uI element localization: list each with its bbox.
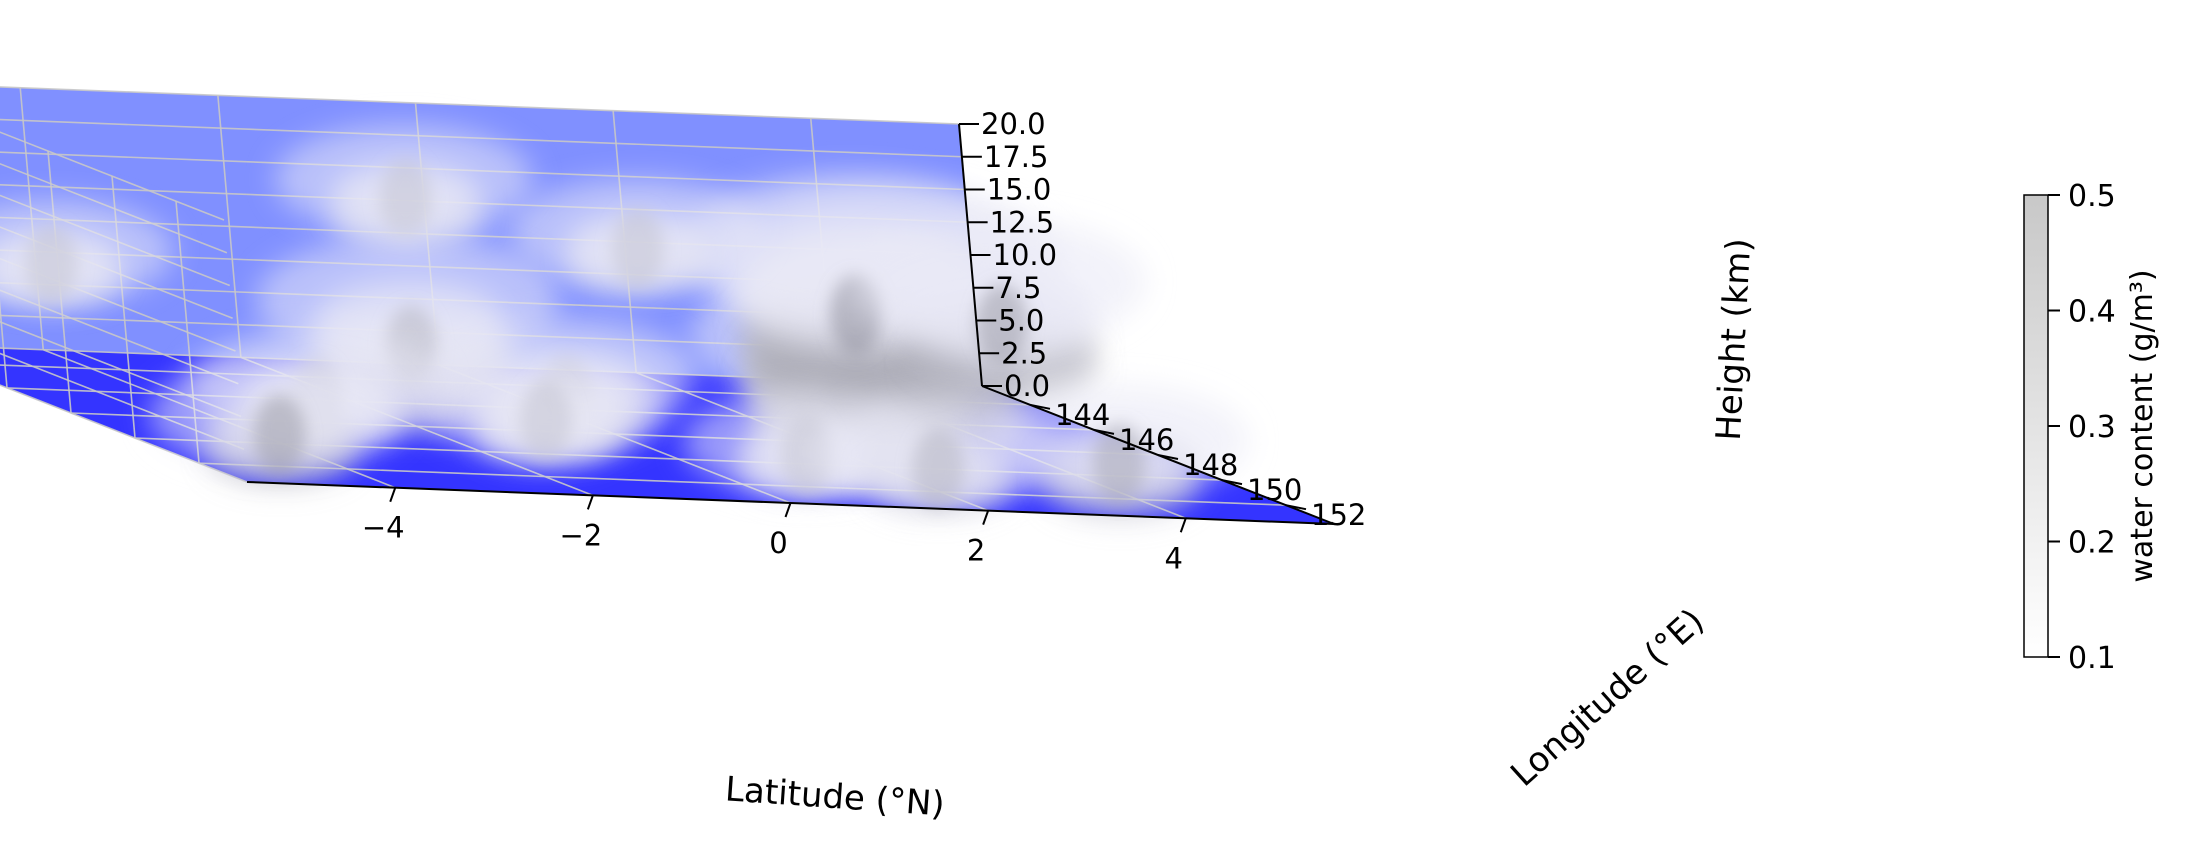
x-tick (983, 511, 988, 525)
cloud-core (520, 380, 572, 460)
x-tick-label: 0 (769, 526, 787, 560)
colorbar-ticks: 0.1 0.2 0.3 0.4 0.5 (2048, 179, 2116, 676)
x-axis-label: Latitude (°N) (724, 769, 946, 824)
cloud-core (912, 429, 964, 509)
cloud-core (612, 208, 664, 288)
colorbar-tick-label: 0.3 (2068, 410, 2116, 445)
z-tick-label: 15.0 (987, 173, 1052, 207)
colorbar-label: water content (g/m³) (2125, 269, 2160, 582)
z-tick-label: 2.5 (1001, 336, 1047, 370)
x-tick-label: −4 (362, 511, 405, 545)
z-tick-label: 12.5 (990, 205, 1055, 239)
z-tick-label: 20.0 (981, 107, 1046, 141)
x-tick (588, 495, 593, 509)
x-tick (1181, 518, 1186, 532)
cloud-core (380, 159, 432, 239)
colorbar-tick-label: 0.4 (2068, 295, 2116, 330)
x-tick-label: 2 (967, 534, 985, 568)
colorbar-gradient (2024, 195, 2048, 657)
cloud-core (25, 224, 77, 304)
colorbar-tick-label: 0.2 (2068, 526, 2116, 561)
z-tick-label: 7.5 (995, 271, 1041, 305)
x-tick (390, 488, 395, 502)
z-tick-label: 5.0 (998, 304, 1044, 338)
axes-3d: −4 −2 0 2 4 144 146 148 150 152 0.02.55.07.510.012… (0, 82, 1759, 825)
y-tick-label: 146 (1119, 423, 1174, 457)
colorbar-tick-label: 0.1 (2068, 641, 2116, 676)
z-tick-label: 17.5 (984, 140, 1049, 174)
colorbar: 0.1 0.2 0.3 0.4 0.5 water content (g/m³) (2024, 179, 2160, 676)
x-tick-label: 4 (1165, 541, 1183, 575)
z-axis-label: Height (km) (1709, 237, 1760, 441)
cloud-core (254, 395, 306, 475)
x-tick (786, 503, 791, 517)
x-tick-label: −2 (559, 518, 602, 552)
y-axis-label: Longitude (°E) (1503, 601, 1712, 795)
y-tick-label: 152 (1311, 498, 1366, 532)
colorbar-tick-label: 0.5 (2068, 179, 2116, 214)
y-tick-label: 150 (1247, 473, 1302, 507)
y-tick-label: 144 (1055, 398, 1110, 432)
y-tick-label: 148 (1183, 448, 1238, 482)
z-tick-label: 10.0 (993, 238, 1058, 272)
z-tick-label: 0.0 (1004, 369, 1050, 403)
